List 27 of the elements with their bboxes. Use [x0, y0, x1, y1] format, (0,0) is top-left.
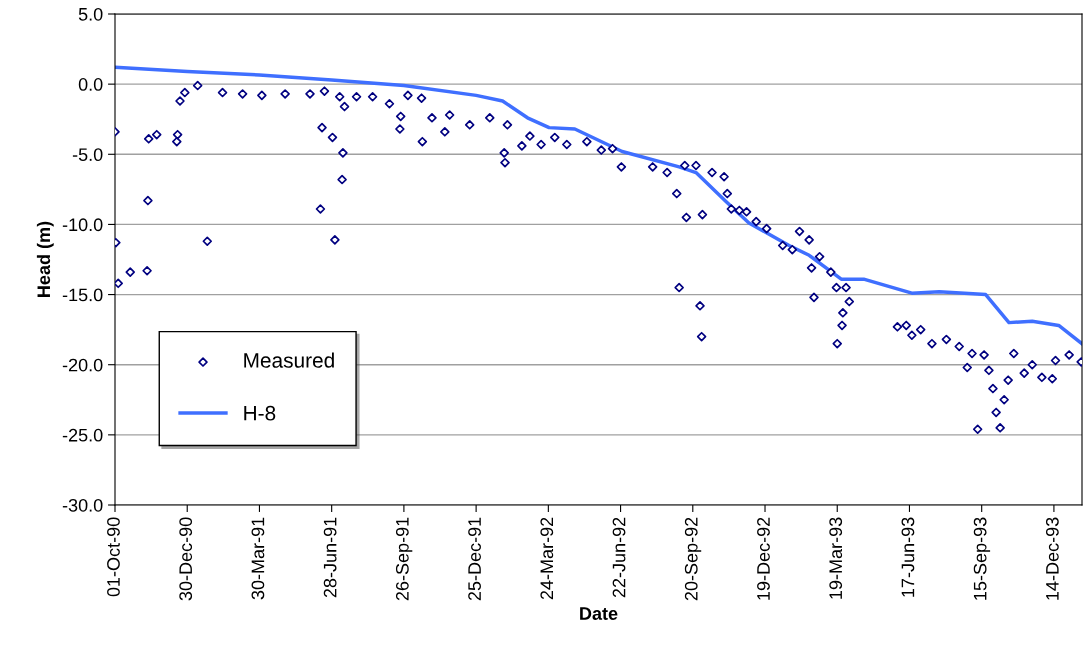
x-tick-label: 14-Dec-93 — [1045, 517, 1059, 600]
x-tick-label: 28-Jun-91 — [323, 517, 337, 598]
x-tick-label: 22-Jun-92 — [612, 517, 626, 598]
x-tick-label: 17-Jun-93 — [901, 517, 915, 597]
legend-label: Measured — [244, 352, 334, 368]
y-tick-label: 0.0 — [78, 78, 103, 91]
x-tick-label: 19-Dec-92 — [757, 517, 770, 600]
y-tick-label: 5.0 — [78, 7, 103, 21]
x-tick-label: 26-Sep-91 — [395, 517, 413, 601]
y-axis-title: Head (m) — [36, 221, 54, 297]
x-tick-label: 19-Mar-93 — [829, 517, 843, 599]
y-tick-label: -5.0 — [72, 148, 103, 162]
y-tick-label: -25.0 — [62, 428, 103, 442]
x-tick-label: 15-Sep-93 — [973, 517, 991, 600]
x-tick-label: 30-Dec-90 — [179, 517, 193, 601]
x-tick-label: 25-Dec-91 — [468, 517, 481, 601]
x-tick-label: 24-Mar-92 — [540, 517, 554, 600]
y-tick-label: -20.0 — [62, 358, 103, 372]
x-tick-label: 20-Sep-92 — [684, 517, 702, 601]
legend-label: H-8 — [244, 405, 276, 421]
y-tick-label: -15.0 — [62, 288, 103, 302]
x-tick-label: 30-Mar-91 — [251, 517, 265, 600]
line-series — [115, 65, 1082, 346]
y-tick-label: -10.0 — [62, 218, 103, 232]
x-tick-label: 01-Oct-90 — [107, 517, 120, 597]
x-axis-title: Date — [580, 607, 618, 620]
y-tick-label: -30.0 — [62, 498, 103, 512]
